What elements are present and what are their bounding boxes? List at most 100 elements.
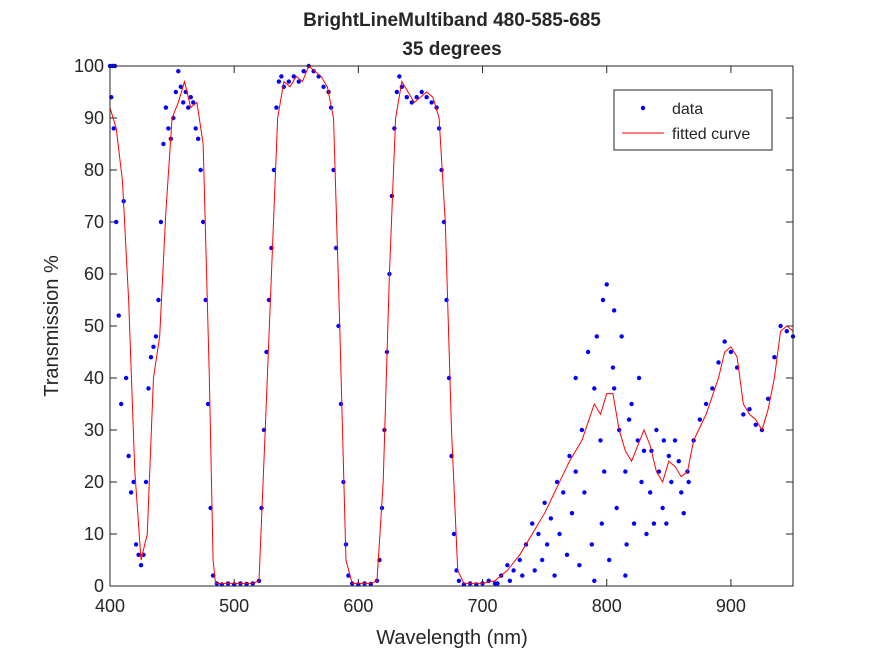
data-point — [679, 490, 684, 495]
data-point — [193, 126, 198, 131]
data-point — [654, 427, 659, 433]
data-point — [133, 542, 139, 547]
data-point — [602, 469, 607, 474]
data-point — [161, 141, 166, 147]
y-tick-label: 70 — [84, 212, 104, 232]
x-axis-label: Wavelength (nm) — [376, 627, 528, 649]
data-point — [114, 219, 119, 225]
data-point — [579, 427, 585, 433]
data-point — [291, 74, 296, 79]
data-point — [614, 505, 619, 511]
data-point — [166, 126, 171, 131]
data-point — [394, 89, 400, 95]
data-point — [647, 490, 653, 495]
data-point — [321, 84, 326, 90]
data-point — [619, 334, 624, 339]
data-point — [573, 469, 578, 474]
y-axis-label: Transmission % — [41, 255, 63, 397]
y-tick-label: 30 — [84, 420, 104, 440]
data-point — [607, 557, 612, 563]
data-point — [552, 573, 557, 578]
data-point — [561, 490, 566, 495]
data-point — [554, 479, 560, 485]
data-point — [419, 89, 424, 95]
legend-label: data — [672, 101, 703, 118]
plot-background — [110, 66, 793, 586]
data-point — [205, 401, 211, 407]
data-point — [710, 386, 715, 391]
data-point — [116, 313, 121, 318]
x-tick-label: 600 — [343, 596, 373, 616]
data-point — [697, 417, 703, 422]
data-point — [123, 375, 129, 381]
data-point — [397, 74, 402, 79]
y-tick-label: 100 — [74, 56, 104, 76]
data-point — [276, 79, 282, 84]
data-point — [414, 95, 419, 100]
data-point — [592, 578, 597, 583]
data-point — [772, 355, 777, 360]
data-point — [611, 386, 617, 391]
data-point — [259, 505, 264, 511]
data-point — [778, 323, 783, 329]
data-point — [656, 469, 662, 474]
y-tick-label: 50 — [84, 316, 104, 336]
data-point — [567, 453, 572, 459]
data-point — [585, 349, 591, 355]
data-point — [641, 448, 647, 453]
chart-subtitle: 35 degrees — [402, 39, 501, 60]
data-point — [301, 69, 306, 74]
data-point — [271, 167, 277, 173]
plot-area: 400 500 600 700 800 900 0 10 20 30 40 50 60 70 80 90 100… — [74, 56, 796, 616]
x-tick-label: 700 — [468, 596, 498, 616]
data-point — [511, 568, 516, 573]
y-tick-label: 0 — [94, 576, 104, 596]
data-point — [186, 105, 191, 110]
data-point — [146, 386, 151, 391]
y-tick-label: 80 — [84, 160, 104, 180]
y-tick-label: 90 — [84, 108, 104, 128]
data-point — [143, 479, 149, 485]
data-point — [548, 516, 554, 521]
data-point — [436, 126, 442, 131]
data-point — [530, 521, 535, 526]
data-point — [163, 105, 169, 110]
x-tick-label: 900 — [716, 596, 746, 616]
data-point — [669, 479, 674, 485]
data-point — [392, 126, 397, 131]
data-point — [153, 334, 159, 339]
data-point — [631, 521, 637, 526]
data-point — [203, 297, 208, 303]
data-point — [188, 95, 193, 100]
data-point — [156, 297, 161, 303]
data-point — [610, 365, 616, 370]
data-point — [495, 581, 500, 586]
data-point — [672, 438, 678, 443]
data-point — [126, 453, 131, 459]
data-point — [517, 557, 522, 563]
data-point — [611, 308, 617, 313]
data-point — [639, 479, 644, 485]
data-point — [661, 438, 667, 443]
legend-box — [613, 89, 773, 151]
data-point — [338, 401, 344, 407]
data-point — [626, 417, 632, 422]
data-point — [636, 375, 642, 381]
data-point — [569, 511, 575, 516]
data-point — [389, 193, 395, 199]
data-point — [599, 521, 604, 526]
data-point — [198, 167, 203, 173]
data-point — [520, 573, 525, 578]
data-point — [598, 438, 603, 443]
data-point — [532, 568, 537, 573]
data-point — [131, 479, 136, 485]
data-point — [451, 531, 457, 537]
data-point — [191, 100, 196, 105]
data-point — [128, 490, 134, 495]
data-point — [716, 360, 721, 365]
x-tick-label: 500 — [219, 596, 249, 616]
data-point — [600, 297, 606, 303]
data-point — [577, 563, 582, 568]
data-point — [424, 95, 429, 100]
data-point — [573, 375, 578, 381]
